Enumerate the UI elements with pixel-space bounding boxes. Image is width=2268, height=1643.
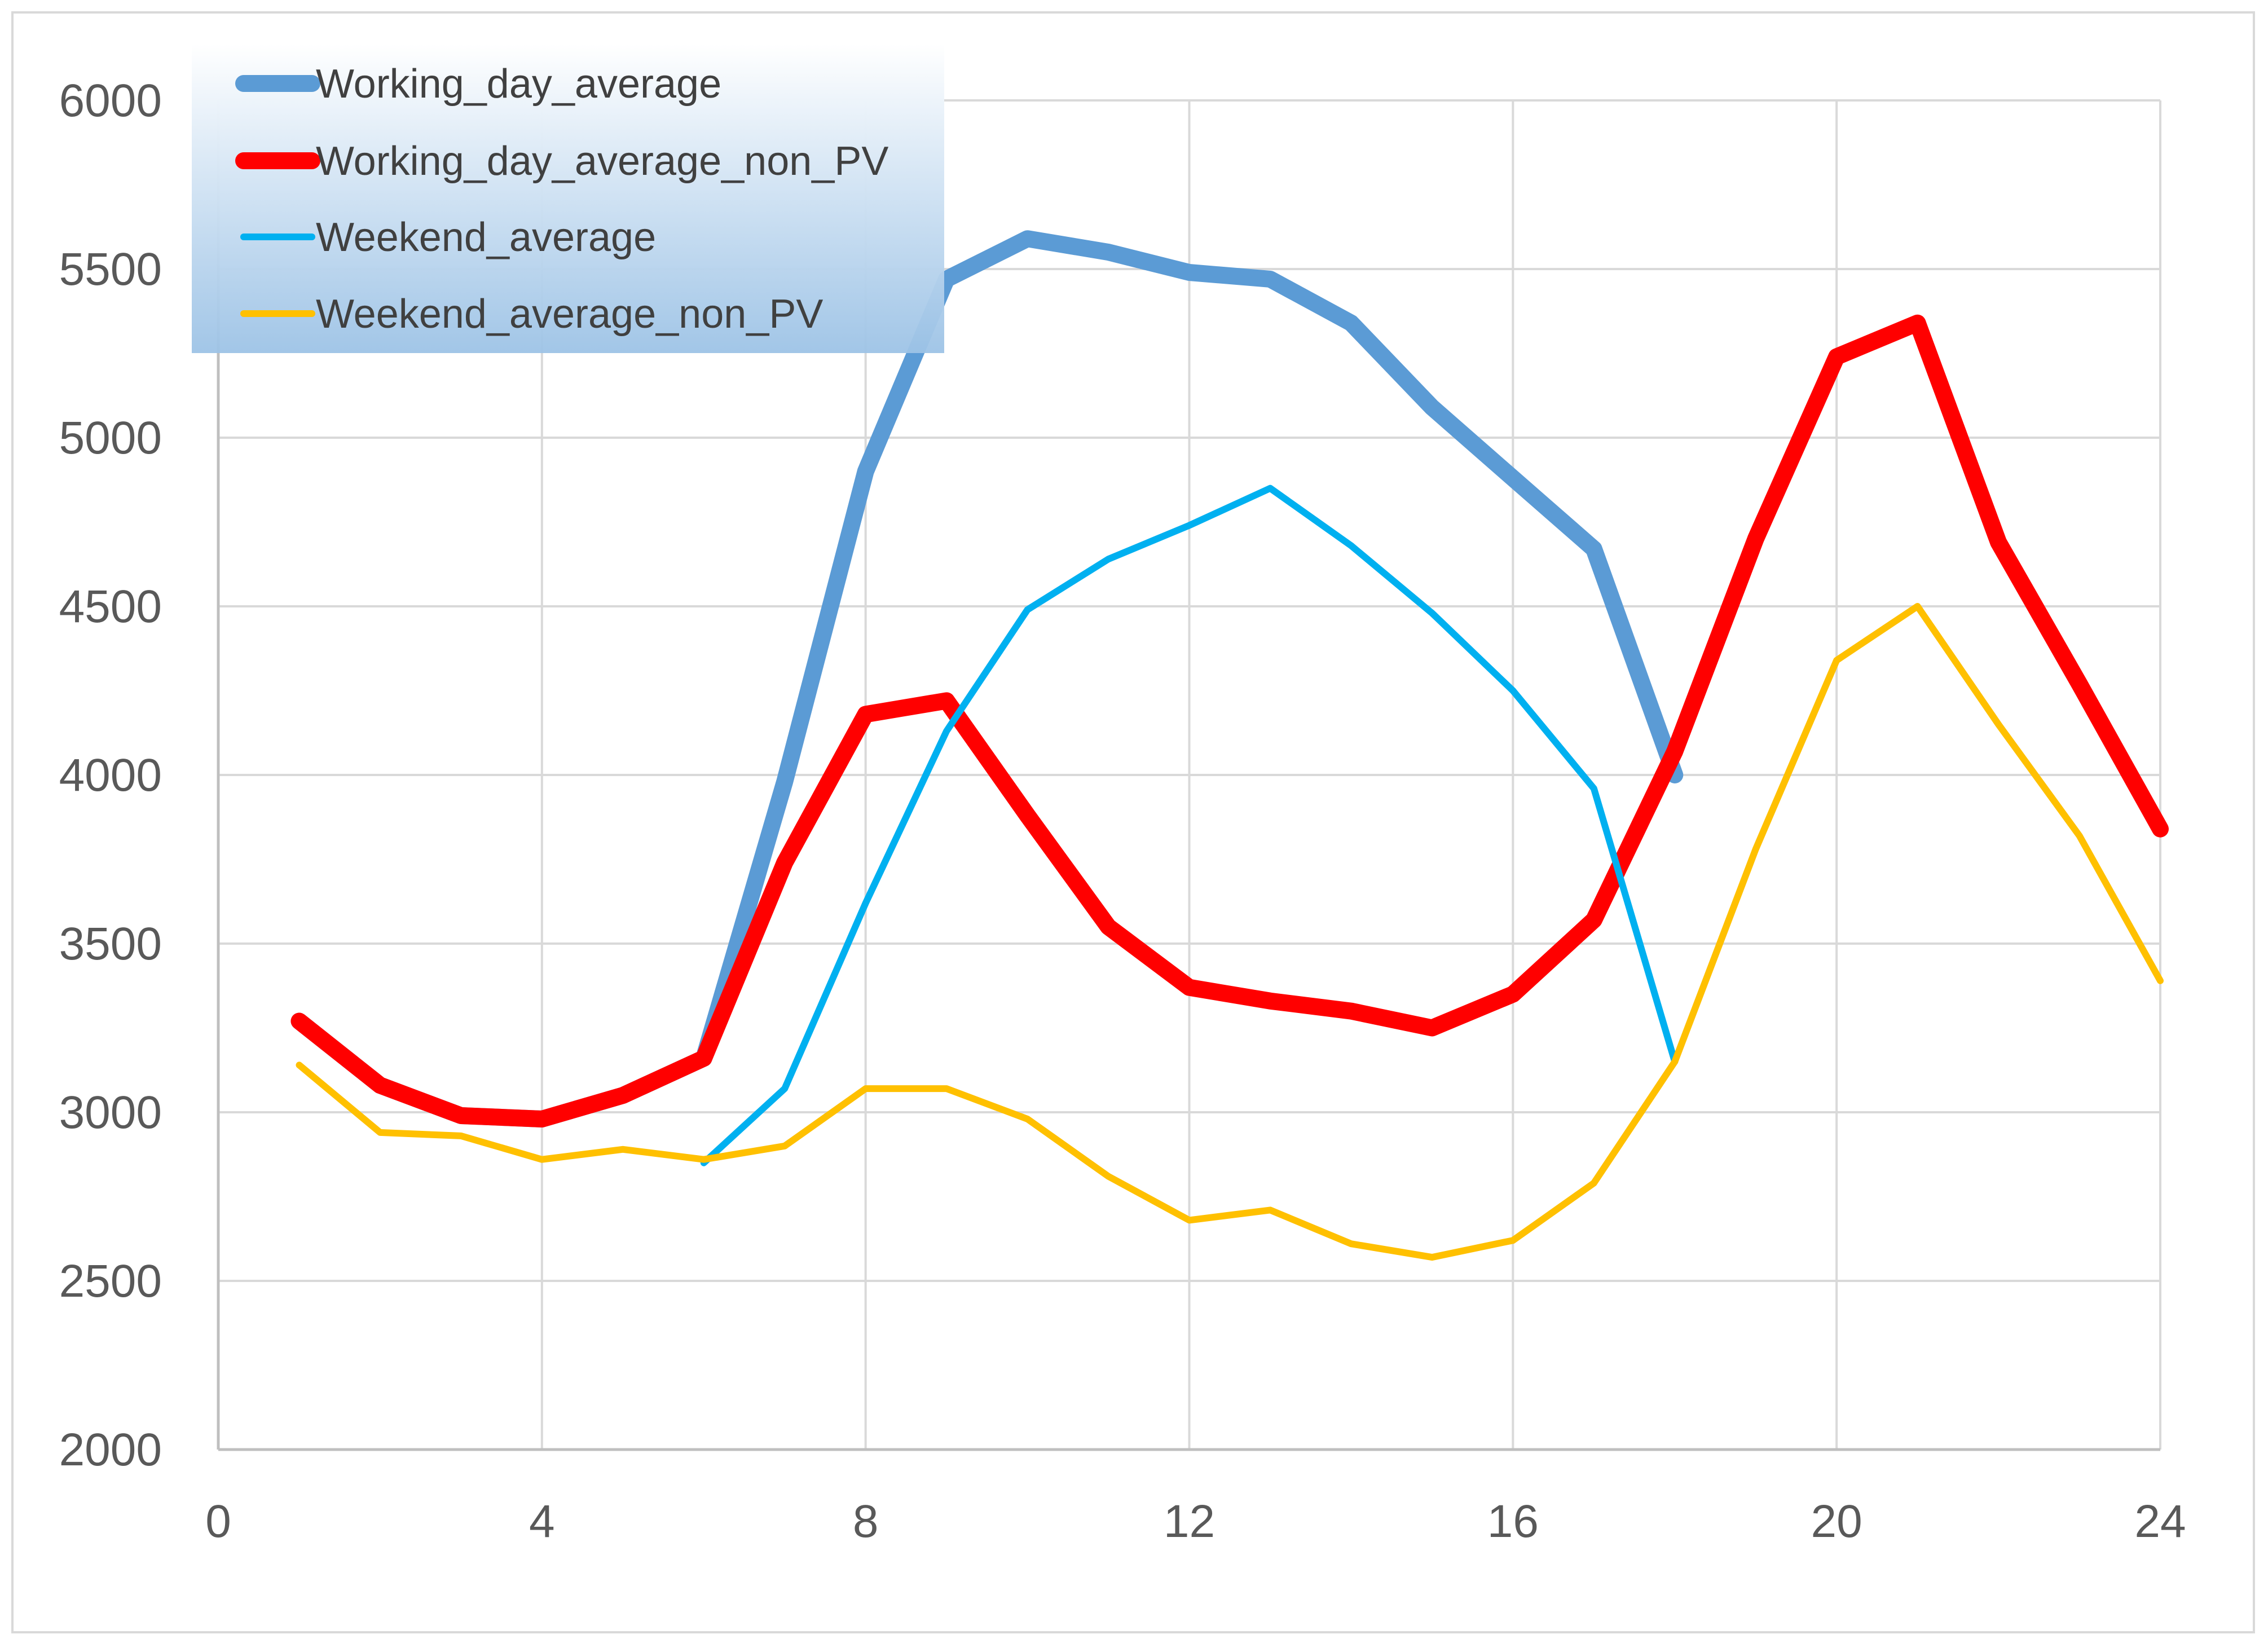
y-tick-labels: 2000 2500 3000 3500 4000 4500 5000 5500 6000 <box>59 75 162 1475</box>
x-tick-label: 0 <box>205 1496 231 1547</box>
y-tick-label: 4000 <box>59 750 162 801</box>
x-tick-label: 12 <box>1164 1496 1215 1547</box>
legend: Working_day_average Working_day_average_n… <box>192 44 944 353</box>
y-tick-label: 2000 <box>59 1424 162 1475</box>
y-tick-label: 3000 <box>59 1087 162 1138</box>
series-lines <box>290 230 2169 1261</box>
series-line-weekend-average <box>700 484 1679 1166</box>
legend-item: Working_day_average <box>235 61 721 107</box>
y-tick-label: 6000 <box>59 75 162 126</box>
x-tick-label: 8 <box>853 1496 879 1547</box>
y-tick-label: 4500 <box>59 581 162 632</box>
legend-label: Working_day_average <box>316 61 721 107</box>
series-line-weekend-average-non-pv <box>296 603 2164 1261</box>
x-tick-labels: 0 4 8 12 16 20 24 <box>205 1496 2186 1547</box>
y-tick-label: 5000 <box>59 412 162 464</box>
legend-label: Weekend_average_non_PV <box>316 292 823 337</box>
series-line-working-day-average-non-pv <box>290 314 2169 1127</box>
series-line-working-day-average <box>290 230 1684 1127</box>
legend-item: Working_day_average_non_PV <box>235 139 888 184</box>
y-tick-label: 5500 <box>59 244 162 295</box>
x-tick-label: 24 <box>2134 1496 2186 1547</box>
x-tick-label: 16 <box>1487 1496 1539 1547</box>
x-tick-label: 4 <box>529 1496 555 1547</box>
legend-label: Weekend_average <box>316 215 656 260</box>
legend-label: Working_day_average_non_PV <box>316 139 888 184</box>
legend-item: Weekend_average_non_PV <box>240 292 823 337</box>
x-tick-label: 20 <box>1811 1496 1862 1547</box>
legend-item: Weekend_average <box>240 215 656 260</box>
legend-background <box>192 44 944 353</box>
y-tick-label: 3500 <box>59 918 162 970</box>
y-tick-label: 2500 <box>59 1256 162 1307</box>
